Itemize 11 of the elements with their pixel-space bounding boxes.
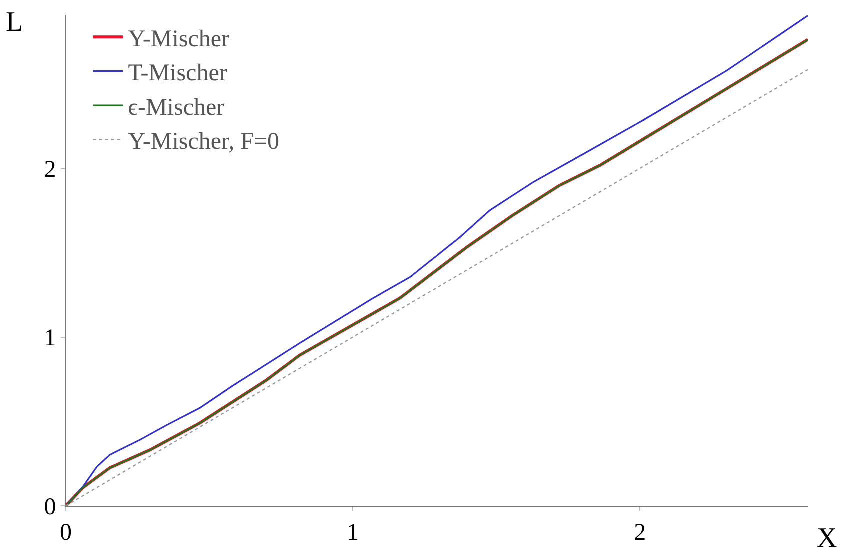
legend-label: Y-Mischer, F=0 <box>128 129 280 156</box>
y-tick-label: 2 <box>44 156 56 183</box>
x-tick-label: 2 <box>634 520 646 546</box>
legend-label: T-Mischer <box>128 60 228 87</box>
y-tick-label: 1 <box>44 326 56 352</box>
legend-label: ϵ-Mischer <box>128 94 225 121</box>
x-axis-title: X <box>817 523 838 554</box>
y-tick-label: 0 <box>44 494 56 520</box>
x-tick-label: 1 <box>347 520 360 546</box>
y-axis-title: L <box>6 7 24 38</box>
legend-label: Y-Mischer <box>128 26 230 52</box>
